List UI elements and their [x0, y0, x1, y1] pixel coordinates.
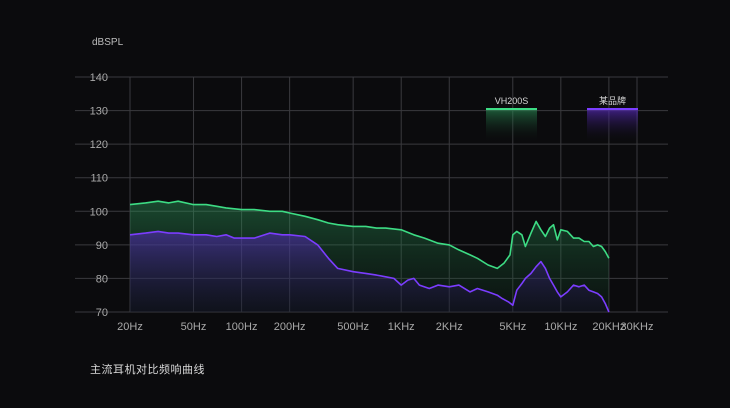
legend-label-1: 某品牌 [599, 95, 626, 106]
x-tick-label: 10KHz [544, 321, 577, 333]
x-tick-label: 100Hz [226, 321, 258, 333]
x-tick-label: 5KHz [499, 321, 526, 333]
x-tick-label: 20KHz [592, 321, 625, 333]
y-tick-label: 140 [90, 72, 108, 84]
x-tick-label: 500Hz [337, 321, 369, 333]
legend-swatch-0 [486, 109, 537, 143]
x-tick-label: 50Hz [181, 321, 207, 333]
x-tick-label: 200Hz [274, 321, 306, 333]
legend-swatch-1 [587, 109, 638, 143]
y-tick-label: 130 [90, 106, 108, 118]
x-tick-label: 20Hz [117, 321, 143, 333]
series-areas [130, 201, 609, 312]
y-tick-label: 70 [96, 307, 108, 319]
y-tick-label: 100 [90, 206, 108, 218]
y-tick-label: 90 [96, 240, 108, 252]
x-tick-label: 30KHz [620, 321, 653, 333]
x-tick-label: 2KHz [436, 321, 463, 333]
y-axis-unit-label: dBSPL [92, 37, 124, 48]
chart-caption: 主流耳机对比频响曲线 [90, 364, 205, 376]
series-area-1 [130, 231, 609, 312]
y-tick-label: 120 [90, 139, 108, 151]
axes: 70 80 90 100 110 120 130 140 20Hz 50Hz 100Hz 200Hz 5… [90, 37, 654, 333]
series-line-0 [129, 200, 610, 270]
x-tick-label: 1KHz [388, 321, 415, 333]
legend-label-0: VH200S [495, 96, 529, 106]
legend: VH200S 某品牌 [486, 95, 638, 143]
y-tick-label: 80 [96, 273, 108, 285]
series-lines [129, 200, 610, 313]
series-line-1 [129, 230, 610, 313]
y-tick-label: 110 [90, 173, 108, 185]
